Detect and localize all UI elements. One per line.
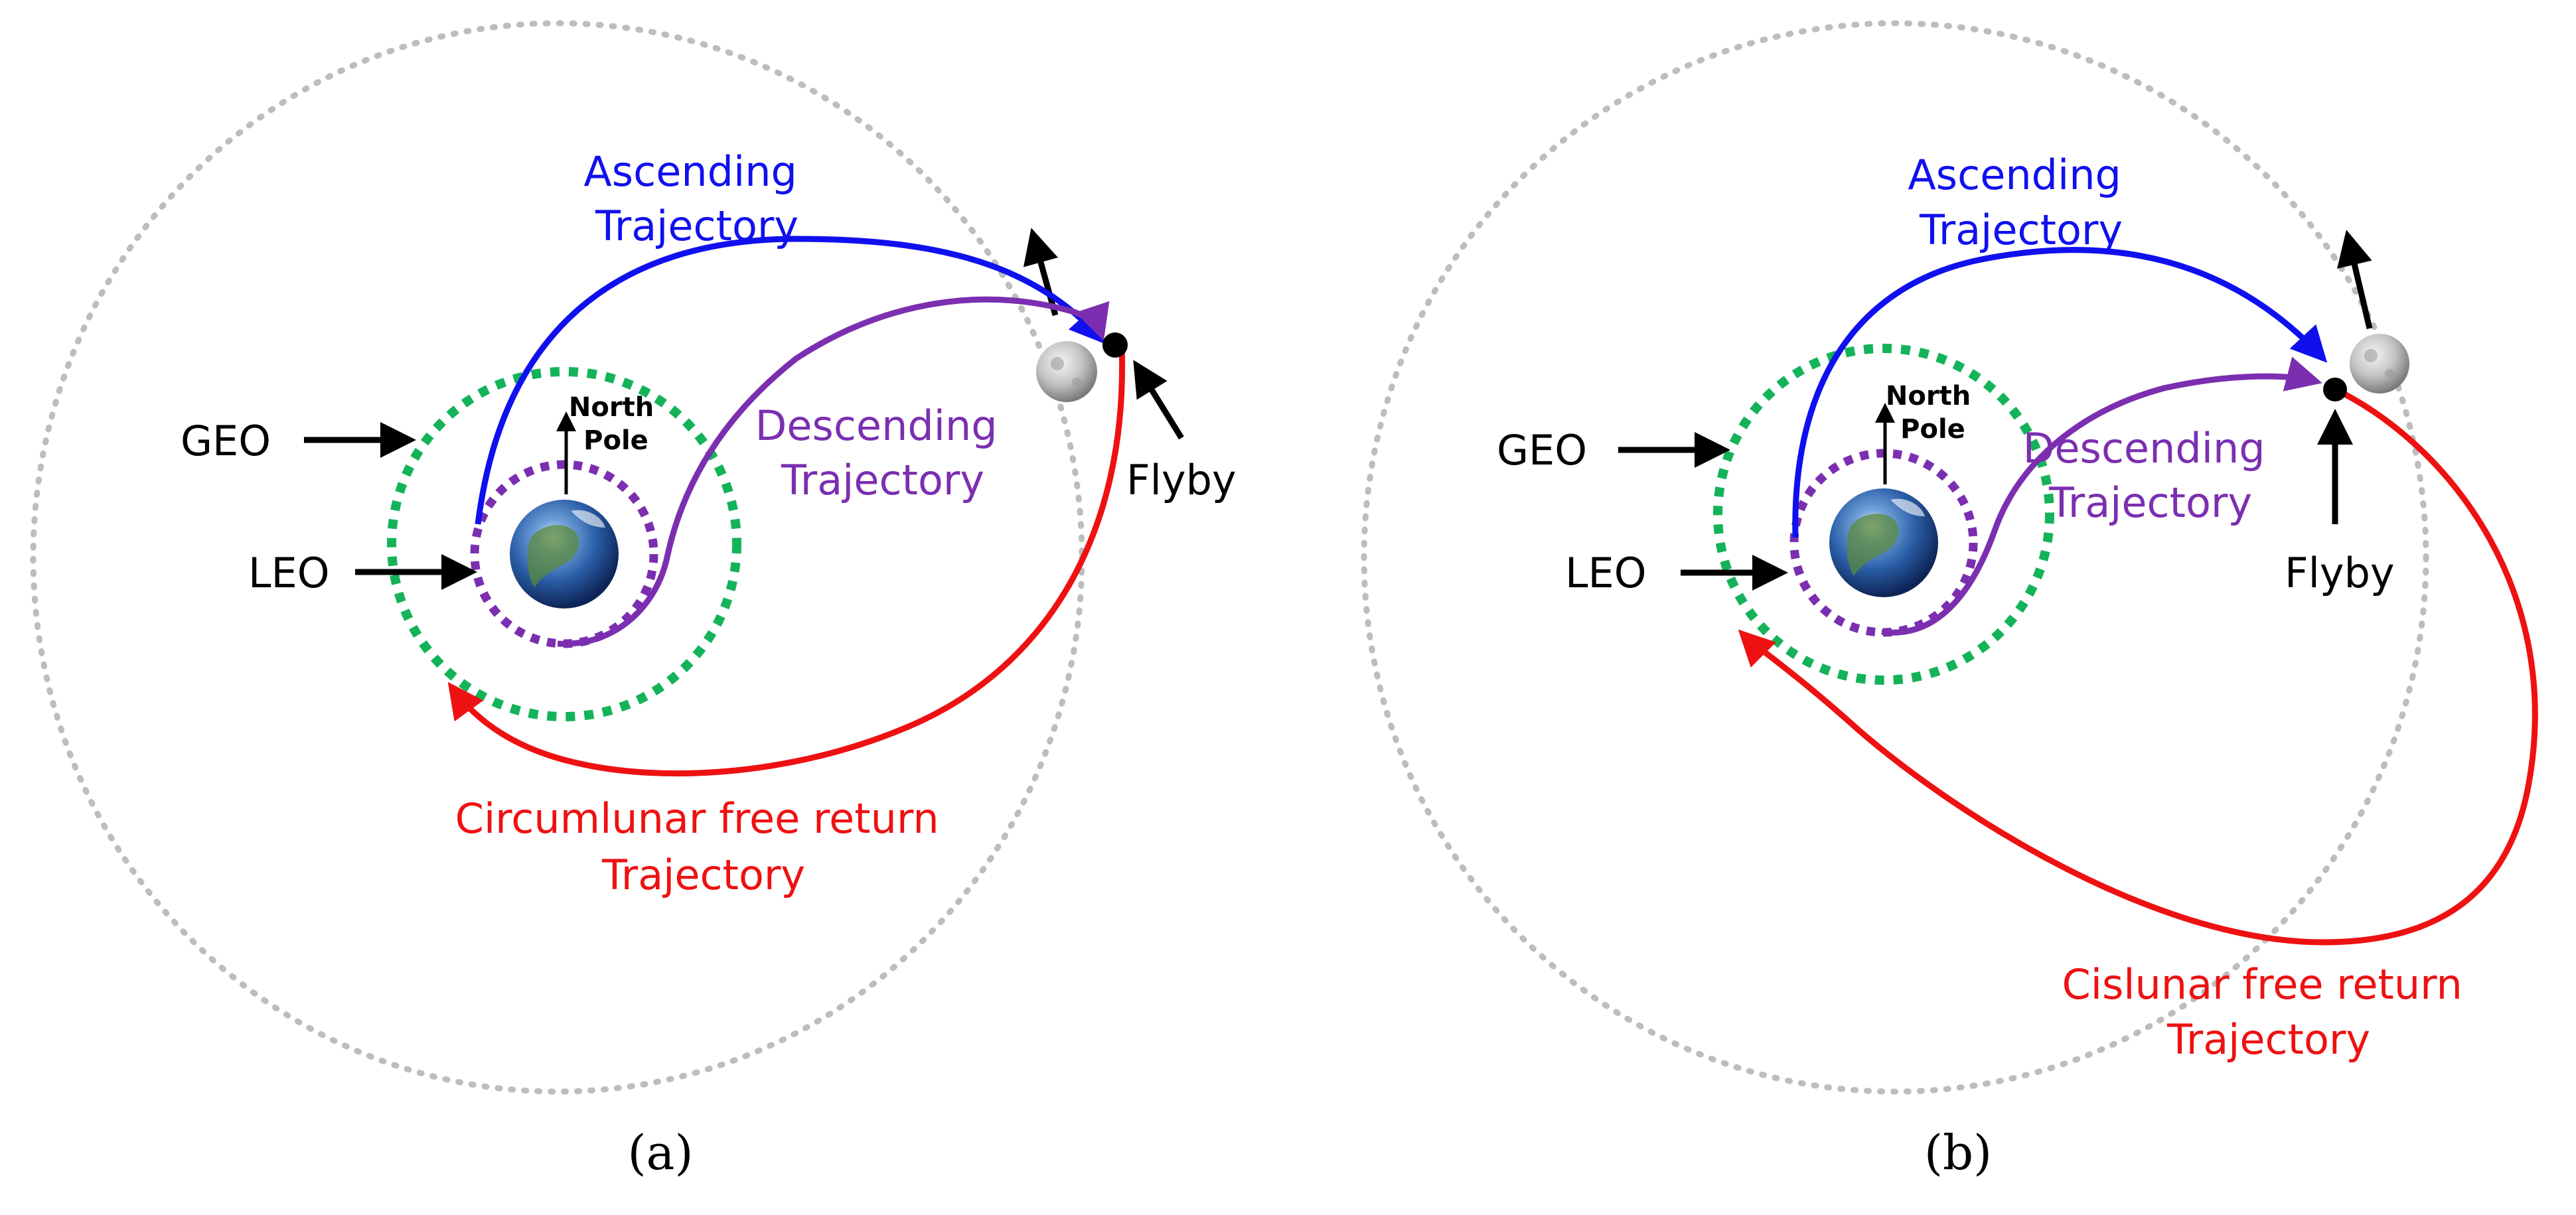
panel-b: North Pole Ascending Trajectory Descendi… xyxy=(1364,23,2535,1180)
north-pole-label-line2: Pole xyxy=(583,425,648,456)
moon-image xyxy=(2350,334,2409,393)
flyby-label: Flyby xyxy=(2285,549,2395,597)
free-return-label: Circumlunar free return Trajectory xyxy=(455,794,952,899)
svg-text:North Pole: North Pole xyxy=(569,392,663,456)
panel-a: North Pole Ascending Trajectory Descendi… xyxy=(33,23,1237,1180)
flyby-arrow xyxy=(1136,365,1181,438)
north-pole-label-line2: Pole xyxy=(1900,414,1965,445)
flyby-point xyxy=(1102,332,1128,358)
north-pole-label-line1: North xyxy=(1886,381,1971,411)
ascending-label: Ascending Trajectory xyxy=(1908,151,2134,254)
moon-image xyxy=(1036,341,1097,402)
earth-image xyxy=(1829,488,1938,597)
earth-image xyxy=(510,500,619,608)
north-pole-label-line1: North xyxy=(569,392,654,423)
geo-label: GEO xyxy=(1497,426,1587,474)
svg-text:North Pole: North Pole xyxy=(1886,381,1980,445)
panel-a-caption: (a) xyxy=(627,1125,693,1180)
ascending-label: Ascending Trajectory xyxy=(583,147,810,250)
free-return-label: Cislunar free return Trajectory xyxy=(2062,960,2475,1064)
flyby-point xyxy=(2323,378,2347,401)
descending-label: Descending Trajectory xyxy=(755,401,1011,504)
leo-label: LEO xyxy=(248,549,330,597)
geo-label: GEO xyxy=(181,417,271,465)
flyby-label: Flyby xyxy=(1126,456,1237,504)
leo-label: LEO xyxy=(1565,549,1647,597)
panel-b-caption: (b) xyxy=(1924,1125,1992,1180)
descending-label: Descending Trajectory xyxy=(2023,424,2279,527)
